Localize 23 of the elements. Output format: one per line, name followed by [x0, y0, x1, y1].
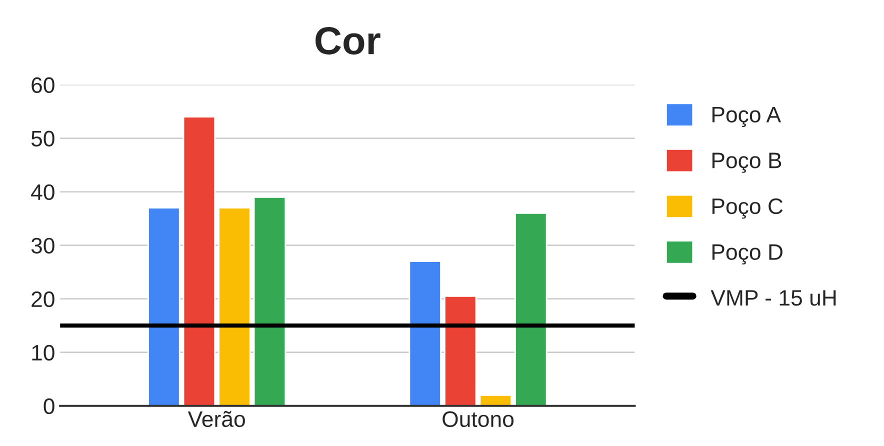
x-tick-label: Verão: [188, 410, 245, 428]
legend-label: Poço C: [712, 198, 783, 219]
y-tick-label: 40: [31, 184, 54, 200]
y-tick-label: 10: [32, 344, 54, 361]
bar: [253, 196, 286, 406]
y-tick-label: 20: [32, 291, 54, 308]
x-tick-label: Outono: [442, 411, 514, 428]
legend-label: Poço B: [712, 152, 782, 173]
legend-label: VMP - 15 uH: [710, 290, 836, 306]
bar: [479, 394, 512, 406]
legend-label: Poço A: [712, 106, 782, 127]
y-tick-label: 50: [31, 130, 54, 147]
y-tick-label: 30: [31, 238, 54, 254]
legend-label: Poço D: [712, 244, 782, 264]
y-tick-label: 0: [44, 398, 54, 414]
bar: [408, 260, 442, 406]
bar: [514, 212, 548, 406]
chart-title: Cor: [316, 27, 380, 55]
bar: [218, 207, 251, 406]
bar: [182, 116, 216, 406]
bar: [444, 295, 477, 406]
y-tick-label: 60: [32, 77, 54, 94]
bar: [148, 207, 180, 406]
